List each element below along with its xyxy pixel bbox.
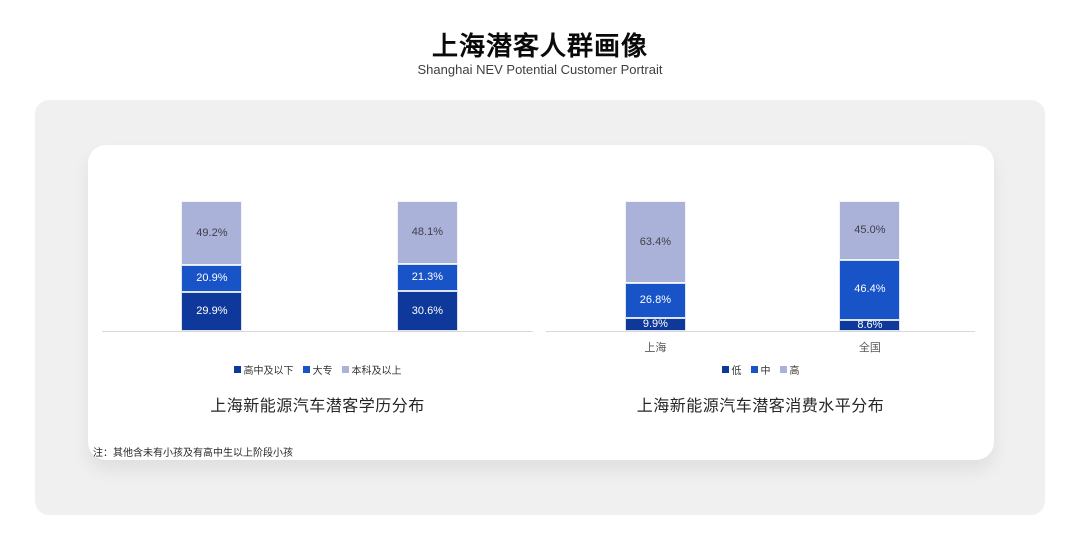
education-distribution-chart: 29.9% 20.9% 49.2% 30.6% 21.3% 48.1% 高中及以下 大专 本科… [102, 145, 533, 460]
value-label: 29.9% [196, 305, 228, 318]
value-label: 46.4% [854, 283, 886, 296]
footnote: 注：其他含未有小孩及有高中生以上阶段小孩 [93, 448, 293, 459]
stacked-bar: 8.6% 46.4% 45.0% [839, 201, 901, 331]
legend-label: 大专 [312, 366, 333, 377]
legend-swatch [341, 366, 349, 373]
value-label: 9.9% [642, 318, 668, 331]
legend-label: 本科及以上 [351, 366, 402, 377]
value-label: 63.4% [639, 235, 671, 248]
consumption-chart-legend: 低中高 [546, 362, 975, 377]
bar-segment: 63.4% [624, 200, 686, 284]
bar-segment: 45.0% [839, 201, 901, 260]
value-label: 30.6% [411, 304, 443, 317]
value-label: 20.9% [196, 272, 228, 285]
value-label: 8.6% [857, 318, 883, 331]
consumption-chart-title: 上海新能源汽车潜客消费水平分布 [636, 398, 885, 415]
legend-swatch [721, 366, 729, 373]
bar-segment: 48.1% [396, 201, 458, 264]
legend-item: 本科及以上 [341, 362, 402, 377]
legend-item: 高 [779, 362, 800, 377]
content-panel: 29.9% 20.9% 49.2% 30.6% 21.3% 48.1% 高中及以下 大专 本科… [35, 100, 1045, 515]
page-subtitle: Shanghai NEV Potential Customer Portrait [417, 62, 663, 77]
value-label: 48.1% [411, 225, 443, 238]
bar-segment: 29.9% [181, 292, 243, 331]
bar-segment: 46.4% [839, 259, 901, 320]
legend-label: 中 [760, 366, 771, 377]
value-label: 45.0% [854, 223, 886, 236]
stacked-bar: 9.9% 26.8% 63.4% [624, 200, 686, 331]
legend-item: 高中及以下 [233, 362, 294, 377]
bar-segment: 30.6% [396, 291, 458, 331]
bar-segment: 26.8% [624, 283, 686, 319]
value-label: 26.8% [639, 294, 671, 307]
legend-swatch [750, 366, 758, 373]
page-title: 上海潜客人群画像 [431, 31, 648, 61]
category-label: 全国 [858, 342, 881, 354]
stacked-bar: 29.9% 20.9% 49.2% [181, 201, 243, 331]
consumption-level-chart: 9.9% 26.8% 63.4% 8.6% 46.4% 45.0% 低 中 高 上海新能源汽车… [546, 145, 975, 460]
bar-segment: 49.2% [181, 201, 243, 265]
category-label: 上海 [644, 342, 667, 354]
legend-label: 高中及以下 [243, 366, 294, 377]
legend-item: 中 [750, 362, 771, 377]
chart-card: 29.9% 20.9% 49.2% 30.6% 21.3% 48.1% 高中及以下 大专 本科… [88, 145, 994, 460]
legend-label: 低 [731, 366, 742, 377]
stacked-bar: 30.6% 21.3% 48.1% [396, 201, 458, 331]
legend-swatch [302, 366, 310, 373]
value-label: 21.3% [411, 270, 443, 283]
legend-swatch [779, 366, 787, 373]
bar-segment: 8.6% [839, 318, 901, 331]
plot-area: 9.9% 26.8% 63.4% 8.6% 46.4% 45.0% [546, 200, 975, 332]
legend-swatch [233, 366, 241, 373]
plot-area: 29.9% 20.9% 49.2% 30.6% 21.3% 48.1% [102, 201, 533, 332]
bar-segment: 21.3% [396, 263, 458, 292]
education-chart-title: 上海新能源汽车潜客学历分布 [210, 398, 425, 415]
education-chart-legend: 高中及以下 大专 本科及以上 [102, 362, 533, 377]
bar-segment: 20.9% [181, 264, 243, 293]
value-label: 49.2% [196, 226, 228, 239]
legend-label: 高 [789, 366, 800, 377]
legend-item: 大专 [302, 362, 333, 377]
bar-segment: 9.9% [624, 318, 686, 331]
legend-item: 低 [721, 362, 742, 377]
